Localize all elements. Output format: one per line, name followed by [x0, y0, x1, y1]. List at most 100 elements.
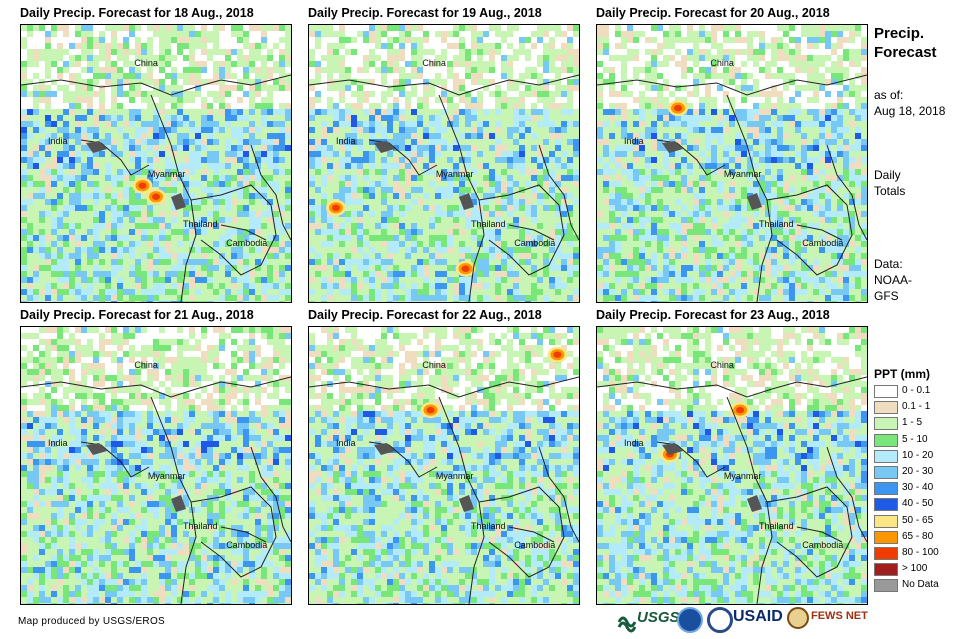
- country-label-cambodia: Cambodia: [514, 540, 556, 551]
- panel-title: Daily Precip. Forecast for 21 Aug., 2018: [20, 308, 254, 322]
- country-label-myanmar: Myanmar: [147, 169, 186, 180]
- totals-line: Totals: [874, 184, 906, 198]
- country-border: [438, 94, 485, 302]
- precip-map: China India Myanmar Thailand Cambodia: [20, 24, 292, 303]
- country-label-thailand: Thailand: [759, 218, 794, 229]
- usaid-logo: USAID: [733, 608, 783, 626]
- precip-raster: [597, 327, 867, 604]
- legend-swatch: [874, 514, 898, 528]
- no-data-area: [662, 443, 762, 512]
- legend-swatch: [874, 498, 898, 512]
- precip-raster: [21, 327, 291, 604]
- heavy-precip-spot: [553, 351, 562, 358]
- legend-label: 50 - 65: [902, 514, 934, 526]
- daily-line: Daily: [874, 168, 901, 182]
- legend-label: 1 - 5: [902, 417, 923, 429]
- legend-label: No Data: [902, 579, 939, 591]
- sidebar-title-line2: Forecast: [874, 44, 937, 61]
- country-label-thailand: Thailand: [183, 520, 218, 531]
- legend-swatch: [874, 465, 898, 479]
- heavy-precip-spot: [674, 104, 682, 112]
- legend-label: 10 - 20: [902, 449, 934, 461]
- country-label-india: India: [48, 437, 68, 448]
- country-border: [150, 396, 197, 604]
- forecast-panel-aug18: Daily Precip. Forecast for 18 Aug., 2018…: [20, 6, 292, 303]
- country-label-india: India: [336, 135, 356, 146]
- country-label-china: China: [710, 360, 734, 371]
- country-label-china: China: [422, 360, 446, 371]
- precip-map: China India Myanmar Thailand Cambodia: [308, 326, 580, 605]
- as-of-block: as of: Aug 18, 2018: [874, 87, 945, 119]
- usaid-wordmark: USAID: [733, 608, 783, 625]
- no-data-area: [86, 141, 186, 210]
- heavy-precip-spot: [736, 406, 745, 414]
- country-border: [220, 526, 267, 543]
- country-label-china: China: [422, 58, 446, 69]
- legend-swatch: [874, 546, 898, 560]
- legend-label: 20 - 30: [902, 465, 934, 477]
- country-border: [250, 446, 291, 543]
- country-label-myanmar: Myanmar: [723, 169, 762, 180]
- precip-map: China India Myanmar Thailand Cambodia: [20, 326, 292, 605]
- precip-map: China India Myanmar Thailand Cambodia: [596, 24, 868, 303]
- legend-swatch: [874, 433, 898, 447]
- daily-totals-label: Daily Totals: [874, 167, 905, 199]
- country-label-thailand: Thailand: [759, 520, 794, 531]
- country-border: [220, 224, 267, 241]
- country-border: [766, 184, 853, 276]
- country-label-myanmar: Myanmar: [435, 169, 474, 180]
- country-label-china: China: [134, 58, 158, 69]
- country-label-india: India: [336, 437, 356, 448]
- legend-label: 65 - 80: [902, 530, 934, 542]
- country-border: [21, 376, 291, 398]
- fewsnet-logo: FEWS NET: [787, 606, 868, 629]
- heavy-precip-spot: [152, 193, 160, 200]
- panel-title: Daily Precip. Forecast for 23 Aug., 2018: [596, 308, 830, 322]
- sidebar-title: Precip. Forecast: [874, 24, 937, 62]
- country-border: [796, 224, 843, 241]
- fewsnet-wordmark: FEWS NET: [811, 610, 868, 622]
- forecast-panel-aug19: Daily Precip. Forecast for 19 Aug., 2018…: [308, 6, 580, 303]
- country-border: [508, 526, 555, 543]
- panel-title: Daily Precip. Forecast for 18 Aug., 2018: [20, 6, 254, 20]
- no-data-area: [374, 141, 474, 210]
- country-label-thailand: Thailand: [471, 520, 506, 531]
- heavy-precip-spot: [461, 265, 470, 272]
- country-border: [478, 486, 565, 578]
- country-label-cambodia: Cambodia: [802, 540, 844, 551]
- country-border: [190, 184, 277, 276]
- no-data-area: [86, 443, 186, 512]
- forecast-panel-aug22: Daily Precip. Forecast for 22 Aug., 2018…: [308, 308, 580, 605]
- sidebar-title-line1: Precip.: [874, 25, 925, 42]
- legend-swatch: [874, 449, 898, 463]
- legend-swatch: [874, 401, 898, 415]
- country-label-thailand: Thailand: [471, 218, 506, 229]
- legend-swatch: [874, 482, 898, 496]
- map-credit: Map produced by USGS/EROS: [18, 616, 166, 627]
- seal-logo: [707, 607, 733, 633]
- precip-raster: [309, 25, 579, 302]
- usgs-logo: USGS: [617, 606, 680, 634]
- legend-label: 0 - 0.1: [902, 385, 931, 396]
- country-border: [250, 144, 291, 241]
- forecast-panel-aug23: Daily Precip. Forecast for 23 Aug., 2018…: [596, 308, 868, 605]
- heavy-precip-spot: [138, 182, 147, 189]
- country-border: [21, 74, 291, 96]
- legend-swatch: [874, 417, 898, 431]
- country-label-myanmar: Myanmar: [435, 471, 474, 482]
- country-border: [597, 74, 867, 96]
- legend-title: PPT (mm): [874, 367, 931, 381]
- country-label-china: China: [710, 58, 734, 69]
- usgs-wave-icon: [617, 616, 637, 633]
- legend-swatch: [874, 563, 898, 577]
- legend-label: > 100: [902, 563, 928, 575]
- legend-label: 40 - 50: [902, 498, 934, 510]
- country-label-india: India: [624, 437, 644, 448]
- as-of-label: as of:: [874, 88, 904, 102]
- gfs-line: GFS: [874, 289, 899, 303]
- precip-raster: [597, 25, 867, 302]
- data-source-label: Data: NOAA- GFS: [874, 256, 912, 304]
- precip-map: China India Myanmar Thailand Cambodia: [308, 24, 580, 303]
- legend-label: 30 - 40: [902, 482, 934, 494]
- forecast-panel-aug21: Daily Precip. Forecast for 21 Aug., 2018…: [20, 308, 292, 605]
